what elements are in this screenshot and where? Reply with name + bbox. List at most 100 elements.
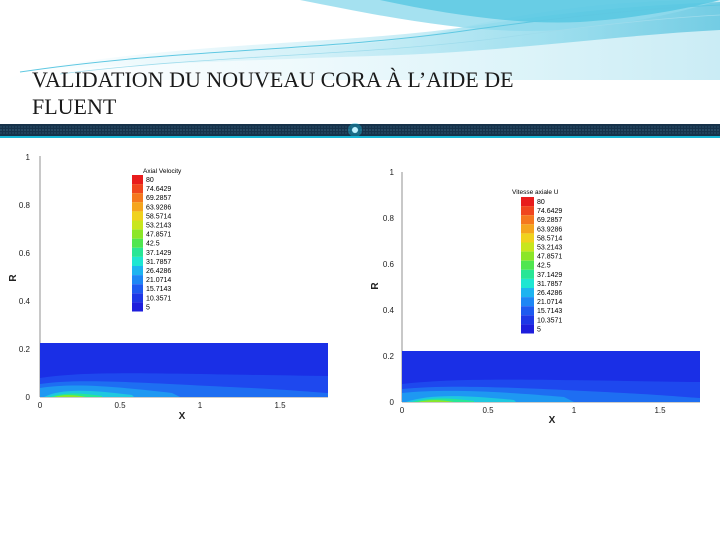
right-y-tick: 0.8 (383, 214, 395, 223)
right-legend-swatch (521, 315, 534, 325)
right-legend-label: 74.6429 (537, 208, 562, 215)
right-legend-label: 53.2143 (537, 245, 562, 252)
left-legend-label: 42.5 (146, 241, 160, 248)
left-y-tick: 0.6 (19, 249, 31, 258)
left-y-tick: 0.4 (19, 297, 31, 306)
right-legend-swatch (521, 242, 534, 252)
left-legend-swatch (132, 175, 143, 185)
right-legend-swatch (521, 260, 534, 270)
right-legend-label: 63.9286 (537, 226, 562, 233)
header-decoration (0, 0, 720, 80)
right-legend-label: 21.0714 (537, 299, 562, 306)
left-legend-label: 63.9286 (146, 204, 171, 211)
right-legend-label: 47.8571 (537, 254, 562, 261)
right-legend-swatch (521, 324, 534, 334)
left-legend-swatch (132, 302, 143, 312)
right-x-tick: 1 (572, 406, 577, 415)
left-legend-label: 26.4286 (146, 268, 171, 275)
left-legend-label: 69.2857 (146, 195, 171, 202)
left-legend-swatch (132, 184, 143, 194)
right-legend-label: 10.3571 (537, 317, 562, 324)
left-legend-swatch (132, 293, 143, 303)
right-legend-swatch (521, 206, 534, 216)
left-y-tick: 0.2 (19, 345, 31, 354)
left-legend-swatch (132, 220, 143, 230)
left-legend-swatch (132, 229, 143, 239)
left-legend-label: 74.6429 (146, 186, 171, 193)
slide-title: VALIDATION DU NOUVEAU CORA À L’AIDE DE F… (32, 66, 672, 120)
right-y-ticks: 0 0.2 0.4 0.6 0.8 1 (383, 168, 395, 407)
left-x-ticks: 0 0.5 1 1.5 (38, 401, 286, 410)
right-legend-swatch (521, 269, 534, 279)
left-legend-label: 31.7857 (146, 259, 171, 266)
right-legend-label: 15.7143 (537, 308, 562, 315)
right-contour-plot: 0 0.2 0.4 0.6 0.8 1 R 0 0.5 1 1.5 X Vite… (364, 150, 719, 430)
left-legend-swatch (132, 256, 143, 266)
left-plot-svg: 0 0.2 0.4 0.6 0.8 1 R 0 0.5 1 1.5 X Ax (2, 150, 357, 430)
right-legend-title: Vitesse axiale U (512, 189, 559, 196)
left-legend-label: 53.2143 (146, 223, 171, 230)
left-legend-swatch (132, 202, 143, 212)
left-legend-swatch (132, 247, 143, 257)
right-y-axis-label: R (370, 282, 381, 290)
right-legend-label: 5 (537, 326, 541, 333)
right-x-ticks: 0 0.5 1 1.5 (400, 406, 666, 415)
left-x-tick: 0 (38, 401, 43, 410)
slide-title-line-1: VALIDATION DU NOUVEAU CORA À L’AIDE DE (32, 67, 514, 92)
left-legend-label: 80 (146, 177, 154, 184)
right-legend-label: 37.1429 (537, 272, 562, 279)
right-x-tick: 1.5 (654, 406, 666, 415)
right-x-tick: 0 (400, 406, 405, 415)
left-legend-label: 21.0714 (146, 277, 171, 284)
right-y-tick: 0 (390, 398, 395, 407)
left-legend-label: 37.1429 (146, 250, 171, 257)
right-legend-swatch (521, 306, 534, 316)
right-legend-swatch (521, 278, 534, 288)
right-legend-label: 31.7857 (537, 281, 562, 288)
left-x-axis-label: X (179, 411, 186, 422)
right-legend-label: 80 (537, 199, 545, 206)
left-y-axis-label: R (8, 274, 19, 282)
left-legend-swatch (132, 284, 143, 294)
right-legend-label: 42.5 (537, 263, 551, 270)
left-legend: Axial Velocity 80 74.6429 69.2857 63.9286 58… (132, 168, 182, 312)
right-legend-swatch (521, 224, 534, 234)
right-legend: Vitesse axiale U 80 74.6429 69.2857 63.9286… (512, 189, 562, 334)
left-y-tick: 0.8 (19, 201, 31, 210)
left-y-tick: 0 (26, 393, 31, 402)
left-x-tick: 0.5 (114, 401, 126, 410)
left-legend-swatch (132, 266, 143, 276)
right-y-tick: 0.4 (383, 306, 395, 315)
left-legend-label: 15.7143 (146, 286, 171, 293)
right-velocity-field (402, 351, 700, 402)
right-y-tick: 0.6 (383, 260, 395, 269)
left-legend-label: 5 (146, 304, 150, 311)
right-legend-swatch (521, 215, 534, 225)
left-velocity-field (40, 343, 328, 397)
left-x-tick: 1 (198, 401, 203, 410)
right-legend-swatch (521, 297, 534, 307)
right-legend-label: 58.5714 (537, 235, 562, 242)
left-legend-swatch (132, 275, 143, 285)
right-legend-swatch (521, 233, 534, 243)
left-legend-label: 10.3571 (146, 295, 171, 302)
right-x-tick: 0.5 (482, 406, 494, 415)
right-legend-swatch (521, 251, 534, 261)
left-legend-label: 58.5714 (146, 213, 171, 220)
left-x-tick: 1.5 (274, 401, 286, 410)
left-y-tick: 1 (26, 153, 31, 162)
slide-title-line-2: FLUENT (32, 94, 117, 119)
right-y-tick: 1 (390, 168, 395, 177)
left-legend-label: 47.8571 (146, 232, 171, 239)
right-legend-label: 26.4286 (537, 290, 562, 297)
left-y-ticks: 0 0.2 0.4 0.6 0.8 1 (19, 153, 31, 402)
right-x-axis-label: X (549, 415, 556, 426)
left-legend-swatch (132, 211, 143, 221)
right-legend-label: 69.2857 (537, 217, 562, 224)
title-divider (0, 123, 720, 138)
right-plot-svg: 0 0.2 0.4 0.6 0.8 1 R 0 0.5 1 1.5 X Vite… (364, 150, 719, 430)
left-contour-plot: 0 0.2 0.4 0.6 0.8 1 R 0 0.5 1 1.5 X Ax (2, 150, 357, 430)
right-legend-swatch (521, 197, 534, 207)
left-legend-swatch (132, 238, 143, 248)
left-legend-title: Axial Velocity (143, 168, 182, 175)
